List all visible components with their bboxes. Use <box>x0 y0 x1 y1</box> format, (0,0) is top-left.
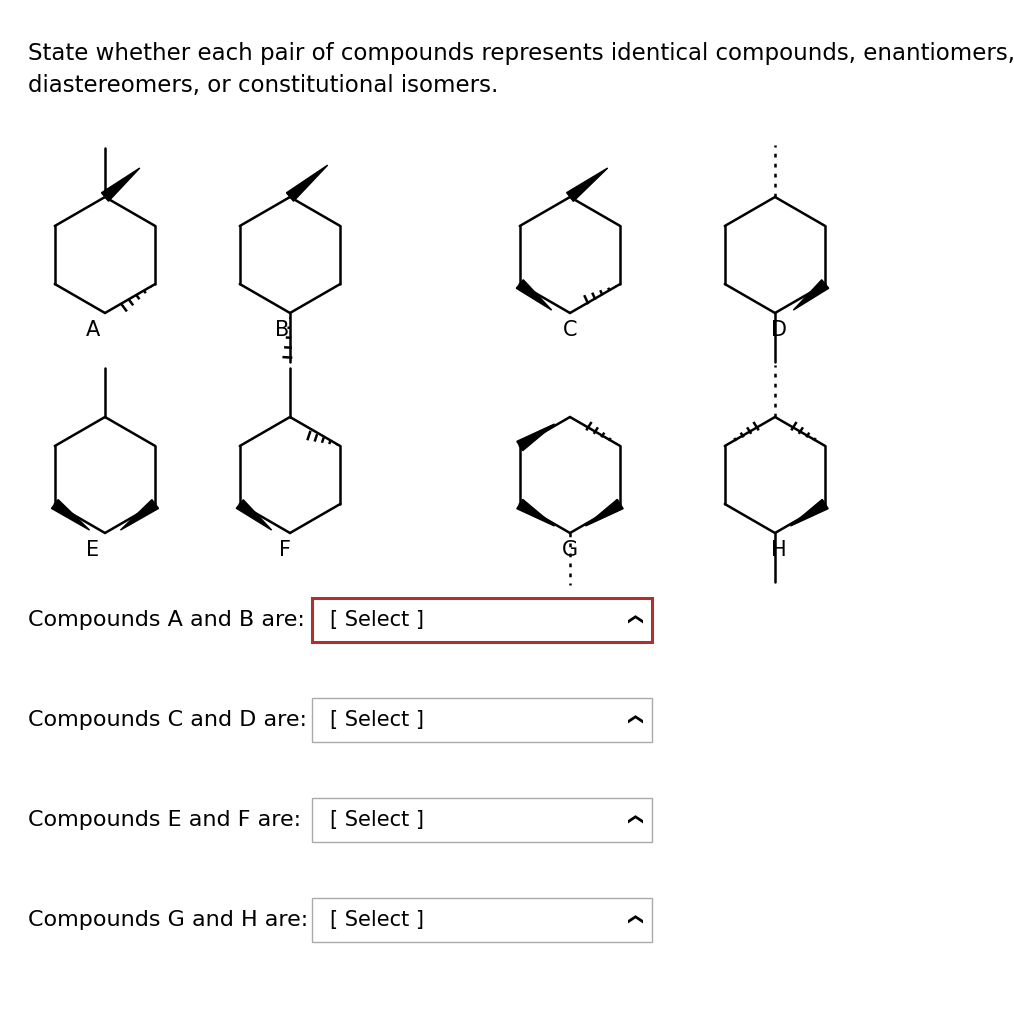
Text: A: A <box>86 319 100 340</box>
Text: G: G <box>562 540 578 560</box>
Text: ❮: ❮ <box>625 913 640 927</box>
Text: Compounds E and F are:: Compounds E and F are: <box>28 810 301 830</box>
Polygon shape <box>791 500 828 526</box>
Polygon shape <box>517 424 555 451</box>
Polygon shape <box>585 500 624 526</box>
Polygon shape <box>101 168 140 202</box>
Polygon shape <box>236 500 272 530</box>
Polygon shape <box>52 500 89 530</box>
Text: [ Select ]: [ Select ] <box>330 710 424 730</box>
Polygon shape <box>286 165 328 201</box>
Polygon shape <box>517 500 555 526</box>
Text: [ Select ]: [ Select ] <box>330 910 424 930</box>
Text: [ Select ]: [ Select ] <box>330 610 424 630</box>
Text: ❮: ❮ <box>625 613 640 627</box>
Text: H: H <box>772 540 787 560</box>
Text: Compounds C and D are:: Compounds C and D are: <box>28 710 307 730</box>
Text: Compounds G and H are:: Compounds G and H are: <box>28 910 308 930</box>
Text: B: B <box>275 319 289 340</box>
Text: F: F <box>279 540 291 560</box>
FancyBboxPatch shape <box>312 798 652 842</box>
Text: E: E <box>86 540 99 560</box>
FancyBboxPatch shape <box>312 698 652 742</box>
FancyBboxPatch shape <box>312 598 652 642</box>
Text: Compounds A and B are:: Compounds A and B are: <box>28 610 305 630</box>
Text: ❮: ❮ <box>625 714 640 726</box>
Polygon shape <box>516 280 552 310</box>
FancyBboxPatch shape <box>312 898 652 942</box>
Text: State whether each pair of compounds represents identical compounds, enantiomers: State whether each pair of compounds rep… <box>28 42 1014 97</box>
Text: ❮: ❮ <box>625 814 640 826</box>
Text: D: D <box>771 319 787 340</box>
Text: [ Select ]: [ Select ] <box>330 810 424 830</box>
Polygon shape <box>567 168 607 202</box>
Polygon shape <box>121 500 158 530</box>
Text: C: C <box>563 319 577 340</box>
Polygon shape <box>793 280 828 310</box>
